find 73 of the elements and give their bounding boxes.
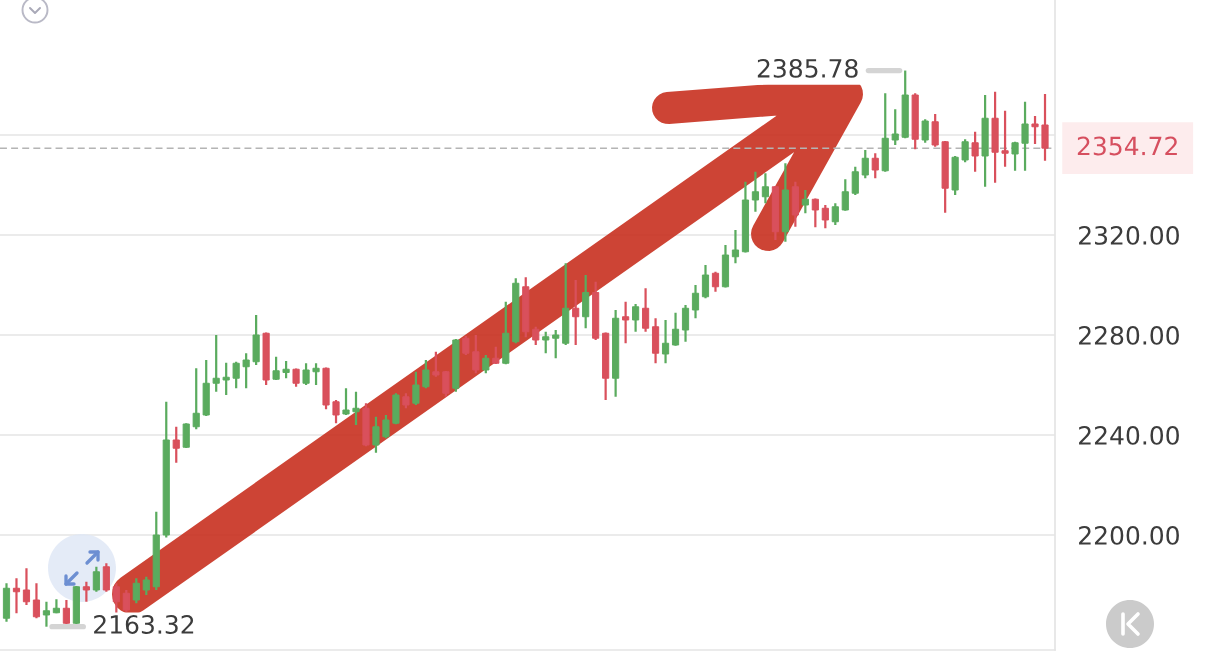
candlestick [472, 333, 480, 375]
candlestick [632, 302, 640, 333]
candlestick [32, 582, 41, 620]
candlestick [432, 350, 440, 378]
candlestick [342, 387, 350, 417]
candlestick [352, 390, 360, 427]
candlestick [622, 300, 630, 345]
candlestick [971, 130, 979, 173]
y-tick-label: 2280.00 [1079, 325, 1179, 345]
candlestick [112, 582, 120, 615]
candlestick [142, 575, 150, 597]
candlestick [961, 138, 969, 164]
candlestick [192, 367, 200, 431]
candlestick [312, 362, 320, 387]
candlestick [82, 580, 90, 603]
candlestick [1001, 109, 1009, 168]
candlestick [232, 360, 240, 390]
candlestick [412, 370, 420, 407]
ref-line-label: 2354.72 [1077, 136, 1177, 156]
candlestick [811, 197, 819, 229]
candlestick [931, 112, 939, 148]
candlestick [212, 333, 220, 393]
candlestick [372, 415, 380, 454]
candlestick [821, 203, 829, 230]
candlestick [671, 311, 680, 347]
candlestick [921, 118, 929, 144]
candlestick [871, 152, 879, 180]
candlestick [102, 562, 110, 593]
y-tick-label: 2240.00 [1079, 425, 1179, 445]
candlestick [442, 369, 450, 398]
candlestick [482, 353, 490, 375]
candlestick [182, 422, 190, 450]
candlestick [552, 328, 560, 360]
candlestick [92, 565, 100, 593]
candlestick [462, 334, 470, 357]
candlestick [691, 283, 700, 320]
candlestick [42, 600, 51, 628]
candlestick [891, 108, 899, 147]
candlestick [542, 330, 550, 355]
candlestick [831, 202, 839, 227]
candlestick [222, 361, 230, 397]
candlestick [861, 148, 869, 180]
candlestick [122, 588, 130, 613]
y-tick-label: 2320.00 [1079, 225, 1179, 245]
candlestick [711, 270, 720, 293]
candlestick [761, 172, 769, 205]
candlestick [841, 178, 849, 212]
candlestick [532, 325, 540, 347]
candlestick [1021, 100, 1029, 172]
candlestick [751, 170, 760, 213]
y-tick-label: 2200.00 [1079, 525, 1179, 545]
candlestick [12, 577, 21, 615]
candlestick [801, 188, 809, 215]
candlestick [242, 352, 250, 390]
candlestick [731, 228, 740, 265]
candlestick [572, 278, 580, 347]
candlestick [422, 358, 430, 390]
candlestick [851, 165, 859, 197]
candlestick [1011, 140, 1019, 172]
candlestick [22, 567, 31, 607]
candlestick [1041, 92, 1049, 162]
candlestick [172, 425, 180, 464]
annotation: 2163.32 [94, 615, 194, 634]
candlestick [332, 398, 340, 425]
candlestick [661, 318, 670, 365]
candlestick [132, 577, 140, 605]
candlestick [642, 287, 650, 333]
candlestick [1031, 114, 1039, 146]
candlestick [382, 413, 390, 440]
candlestick [701, 263, 710, 300]
annotation: 2385.78 [757, 58, 858, 78]
candlestick [681, 303, 690, 343]
candlestick [302, 362, 310, 387]
